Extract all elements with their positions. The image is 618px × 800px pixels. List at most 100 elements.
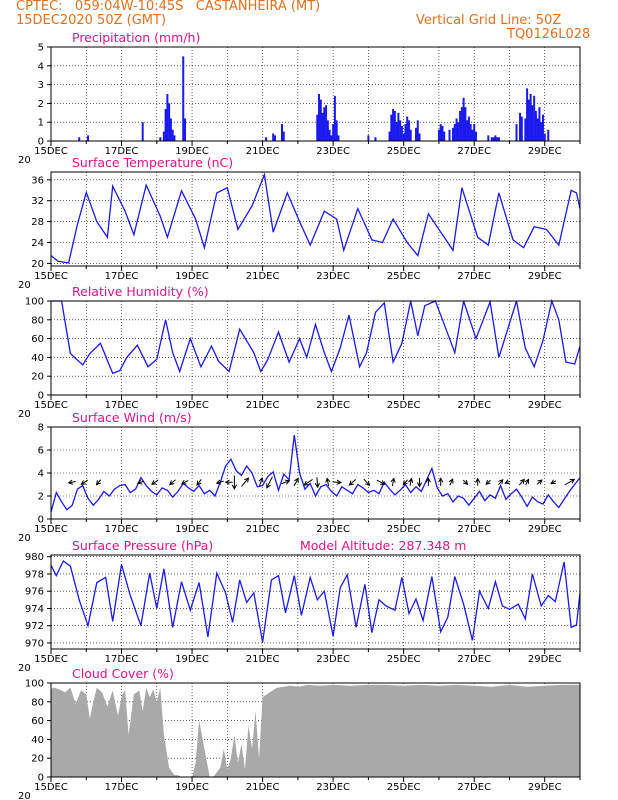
humidity-ytick-label: 100 (25, 297, 44, 308)
wind-vector-head (365, 480, 371, 487)
temperature-title: Surface Temperature (nC) (72, 155, 233, 170)
wind-vector-head (408, 477, 414, 484)
humidity-ytick-label: 80 (31, 315, 44, 326)
precip-bar (282, 131, 285, 141)
wind-vector-head (485, 479, 491, 486)
wind-vector (402, 479, 408, 485)
humidity-xtick-label: 25DEC (387, 400, 421, 411)
precip-bar (335, 120, 338, 141)
wind-vector (316, 477, 319, 488)
precip-bar (316, 114, 319, 141)
temperature-series-line (50, 172, 581, 264)
precip-bar (406, 116, 409, 141)
pressure-ytick-label: 978 (25, 569, 44, 580)
precip-bar (78, 137, 81, 141)
wind-vector-head (314, 482, 320, 489)
precip-bar (437, 129, 440, 141)
precipitation-xtick-label: 21DEC (246, 146, 280, 157)
wind-ytick-label: 8 (38, 423, 44, 434)
wind-vector-head (180, 479, 187, 485)
precip-bar (374, 137, 377, 141)
humidity-title: Relative Humidity (%) (72, 284, 209, 299)
cloud-cover-area (51, 684, 580, 777)
precip-bar (441, 125, 444, 141)
precip-bar (397, 112, 400, 141)
cloud-xtick-label: 21DEC (246, 782, 280, 793)
header-station-line: CPTEC: 059:04W-10:45S CASTANHEIRA (MT) (16, 0, 321, 14)
precip-bar (415, 127, 418, 141)
wind-vector-head (475, 477, 481, 483)
pressure-xtick-label: 29DEC (528, 654, 562, 665)
precip-bar (520, 116, 523, 141)
precip-bar (407, 120, 410, 141)
wind-vector-head (196, 480, 202, 486)
precip-bar (404, 124, 407, 141)
wind-xtick-label: 21DEC (246, 524, 280, 535)
precip-bar (173, 135, 176, 141)
precip-bar (464, 107, 467, 141)
precip-bar (534, 110, 537, 141)
precip-bar (540, 122, 543, 141)
precip-bar (399, 120, 402, 141)
precip-bar (319, 99, 322, 141)
wind-vector (181, 480, 189, 485)
wind-xtick-label: 29DEC (528, 524, 562, 535)
precip-bar (466, 120, 469, 141)
pressure-ytick-label: 970 (25, 638, 44, 649)
wind-vector (266, 476, 273, 489)
precipitation-frame (50, 46, 581, 142)
wind-series-line (50, 435, 581, 513)
wind-ytick-label: 2 (38, 492, 44, 503)
wind-vector-head (151, 480, 157, 485)
wind-vector (281, 480, 290, 485)
wind-vector (332, 481, 341, 484)
pressure-xtick-label: 27DEC (457, 654, 491, 665)
precipitation-ytick-label: 0 (38, 137, 44, 148)
precip-bar (524, 118, 527, 141)
temperature-ytick-label: 20 (31, 259, 44, 270)
wind-xtick-label: 17DEC (105, 524, 139, 535)
wind-vector-head (402, 480, 408, 486)
wind-vector (518, 479, 525, 486)
precip-bar (455, 118, 458, 141)
humidity-xtick-label: 29DEC (528, 400, 562, 411)
wind-xtick-label: 27DEC (457, 524, 491, 535)
precip-bar (459, 110, 462, 141)
header-date-line: 15DEC2020 50Z (GMT) (16, 13, 167, 28)
wind-title: Surface Wind (m/s) (72, 410, 192, 425)
precip-bar (402, 133, 405, 141)
precipitation-ytick-label: 2 (38, 99, 44, 110)
pressure-series-line (50, 560, 581, 643)
temperature-xtick-label: 29DEC (528, 271, 562, 282)
wind-vector (564, 478, 575, 486)
wind-vector (81, 479, 88, 485)
precip-bar (494, 135, 497, 141)
precip-bar (400, 125, 403, 141)
precip-bar (526, 88, 529, 141)
temperature-ytick-label: 28 (31, 217, 44, 228)
precip-bar (166, 94, 169, 141)
cloud-frame (50, 682, 581, 778)
cloud-title: Cloud Cover (%) (72, 666, 174, 681)
precip-bar (409, 129, 412, 141)
precipitation-xtick-label: 23DEC (316, 146, 350, 157)
precip-bar (393, 110, 396, 141)
wind-vector-head (438, 477, 444, 483)
cloud-ytick-label: 20 (31, 754, 44, 765)
wind-vector (349, 479, 357, 486)
humidity-year-fragment: 20 (18, 409, 31, 420)
temperature-xtick-label: 15DEC (34, 271, 68, 282)
wind-vector (525, 479, 529, 486)
precip-bar (87, 135, 90, 141)
header-model-code: TQ0126L028 (507, 27, 591, 42)
precip-bar (536, 118, 539, 141)
precip-bar (471, 129, 474, 141)
wind-vector-head (284, 479, 291, 485)
cloud-ytick-label: 0 (38, 773, 44, 784)
precip-bar (473, 124, 476, 141)
cloud-xtick-label: 15DEC (34, 782, 68, 793)
precip-bar (141, 122, 144, 141)
precip-bar (496, 137, 499, 141)
cloud-xtick-label: 29DEC (528, 782, 562, 793)
wind-vector-head (380, 480, 386, 485)
